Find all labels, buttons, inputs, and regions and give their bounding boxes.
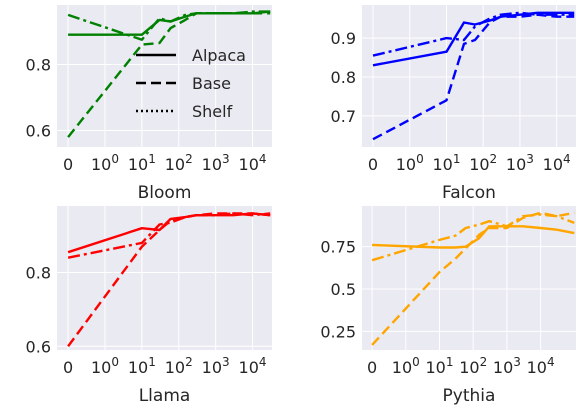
- x-tick-label: 100: [91, 152, 119, 174]
- y-tick-label: 0.7: [331, 107, 356, 126]
- y-tick-label: 0.8: [331, 68, 356, 87]
- series-line-shelf: [67, 212, 271, 259]
- y-tick-label: 0.5: [331, 280, 356, 299]
- series-line-shelf: [371, 213, 575, 262]
- x-tick-label: 102: [469, 152, 497, 174]
- x-tick-label: 102: [165, 355, 193, 377]
- x-tick-label: 104: [239, 355, 267, 377]
- panel-pythia: 0.25 0.5 0.75 0 100 101 102 103 104 Pythia: [320, 206, 576, 406]
- plot-area: [57, 206, 272, 350]
- x-axis-label: Bloom: [138, 183, 192, 203]
- legend-label: Base: [192, 74, 231, 93]
- x-tick-label: 0: [368, 155, 378, 174]
- x-tick-label: 100: [91, 355, 119, 377]
- legend-label: Alpaca: [192, 46, 246, 65]
- x-tick-label: 104: [543, 152, 571, 174]
- y-tick-label: 0.25: [320, 322, 356, 341]
- legend: Alpaca Base Shelf: [136, 46, 246, 121]
- panel-falcon: 0.7 0.8 0.9 0 100 101 102 103 104 Falcon: [331, 5, 576, 203]
- x-tick-label: 103: [506, 152, 534, 174]
- x-tick-label: 102: [165, 152, 193, 174]
- series-line-alpaca: [372, 225, 575, 249]
- series-line-shelf: [67, 10, 271, 41]
- x-axis-label: Falcon: [442, 183, 496, 203]
- y-tick-label: 0.8: [26, 55, 51, 74]
- y-tick-label: 0.6: [26, 121, 51, 140]
- x-tick-label: 101: [128, 355, 156, 377]
- y-tick-label: 0.8: [26, 263, 51, 282]
- x-tick-label: 101: [432, 152, 460, 174]
- series-line-shelf: [372, 11, 575, 57]
- y-tick-label: 0.6: [26, 337, 51, 356]
- y-tick-label: 0.75: [320, 238, 356, 257]
- x-tick-label: 101: [426, 355, 454, 377]
- plot-area: [57, 5, 272, 147]
- x-tick-label: 101: [128, 152, 156, 174]
- x-tick-label: 100: [392, 355, 420, 377]
- x-tick-label: 103: [202, 355, 230, 377]
- x-tick-label: 103: [493, 355, 521, 377]
- legend-label: Shelf: [192, 102, 233, 121]
- y-tick-label: 0.9: [331, 29, 356, 48]
- plot-area: [362, 5, 576, 147]
- x-tick-label: 104: [527, 355, 555, 377]
- x-tick-label: 103: [202, 152, 230, 174]
- x-axis-label: Pythia: [443, 386, 496, 406]
- x-tick-label: 0: [63, 155, 73, 174]
- panel-llama: 0.6 0.8 0 100 101 102 103 104 Llama: [26, 206, 272, 406]
- x-tick-label: 100: [396, 152, 424, 174]
- panel-bloom: 0.6 0.8 0 100 101 102 103 104 Bloom: [26, 5, 272, 203]
- x-tick-label: 0: [63, 358, 73, 377]
- x-tick-label: 0: [367, 358, 377, 377]
- x-tick-label: 104: [239, 152, 267, 174]
- x-axis-label: Llama: [139, 386, 191, 406]
- series-line-base: [372, 13, 575, 141]
- x-tick-label: 102: [459, 355, 487, 377]
